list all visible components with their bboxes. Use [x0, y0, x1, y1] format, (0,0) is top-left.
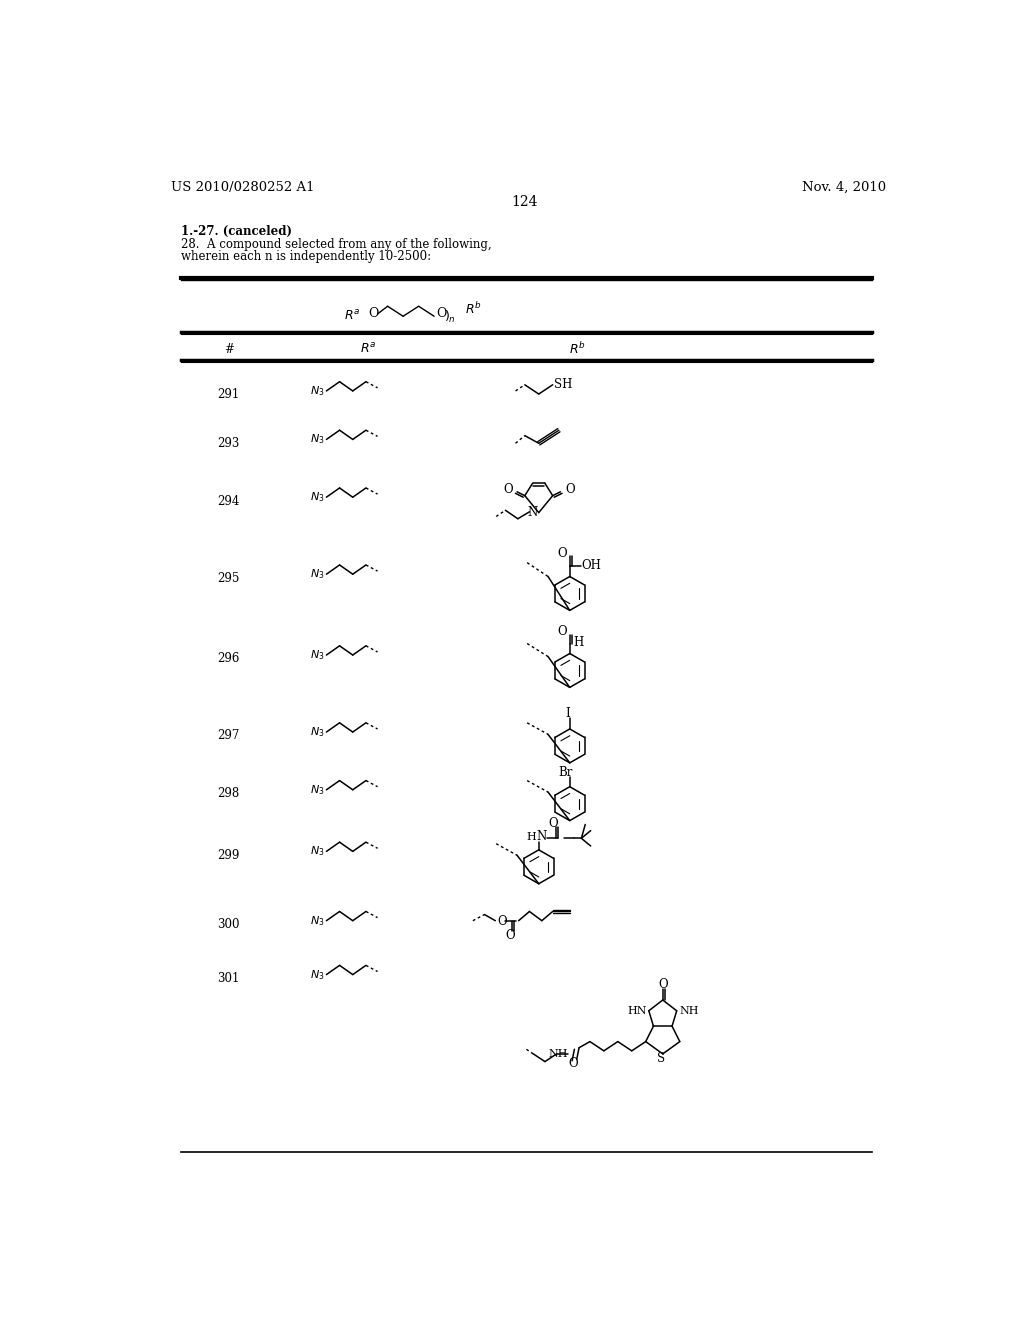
Text: SH: SH: [554, 379, 572, 391]
Text: $N_3$: $N_3$: [309, 783, 324, 797]
Text: $N_3$: $N_3$: [309, 968, 324, 982]
Text: 124: 124: [512, 195, 538, 210]
Text: O: O: [568, 1057, 578, 1071]
Text: 301: 301: [217, 972, 240, 985]
Text: 294: 294: [217, 495, 240, 508]
Text: OH: OH: [582, 560, 601, 573]
Text: 298: 298: [218, 787, 240, 800]
Text: $N_3$: $N_3$: [309, 384, 324, 397]
Text: 296: 296: [217, 652, 240, 665]
Text: O: O: [557, 626, 566, 639]
Text: O: O: [557, 546, 566, 560]
Text: NH: NH: [679, 1006, 698, 1016]
Text: 299: 299: [217, 849, 240, 862]
Text: NH: NH: [549, 1049, 568, 1059]
Text: $R^b$: $R^b$: [569, 342, 586, 358]
Text: $N_3$: $N_3$: [309, 433, 324, 446]
Text: $R^a$: $R^a$: [344, 309, 360, 323]
Text: US 2010/0280252 A1: US 2010/0280252 A1: [171, 181, 314, 194]
Text: $N_3$: $N_3$: [309, 845, 324, 858]
Text: $R^b$: $R^b$: [465, 301, 482, 317]
Text: H: H: [573, 636, 584, 649]
Text: Br: Br: [559, 767, 573, 779]
Text: HN: HN: [627, 1006, 646, 1016]
Text: O: O: [658, 978, 669, 991]
Text: O: O: [503, 483, 513, 496]
Text: wherein each n is independently 10-2500:: wherein each n is independently 10-2500:: [180, 251, 431, 264]
Text: O: O: [369, 308, 379, 321]
Text: H: H: [526, 832, 537, 842]
Text: N: N: [537, 830, 547, 843]
Text: O: O: [497, 915, 507, 928]
Text: $R^a$: $R^a$: [360, 342, 377, 356]
Text: O: O: [505, 929, 515, 942]
Text: $N_3$: $N_3$: [309, 490, 324, 504]
Text: Nov. 4, 2010: Nov. 4, 2010: [802, 181, 887, 194]
Text: S: S: [657, 1052, 666, 1065]
Text: 293: 293: [217, 437, 240, 450]
Text: $N_3$: $N_3$: [309, 648, 324, 661]
Text: $N_3$: $N_3$: [309, 568, 324, 581]
Text: #: #: [224, 343, 233, 356]
Text: 291: 291: [218, 388, 240, 401]
Text: 297: 297: [217, 730, 240, 742]
Text: $N_3$: $N_3$: [309, 725, 324, 739]
Text: $N_3$: $N_3$: [309, 913, 324, 928]
Text: N: N: [527, 506, 538, 519]
Text: $)_n$: $)_n$: [444, 309, 456, 325]
Text: O: O: [548, 817, 557, 830]
Text: O: O: [565, 483, 574, 496]
Text: 300: 300: [217, 917, 240, 931]
Text: I: I: [566, 708, 570, 721]
Text: 295: 295: [217, 572, 240, 585]
Text: 1.-27. (canceled): 1.-27. (canceled): [180, 224, 292, 238]
Text: 28.  A compound selected from any of the following,: 28. A compound selected from any of the …: [180, 238, 492, 251]
Text: O: O: [436, 308, 446, 321]
